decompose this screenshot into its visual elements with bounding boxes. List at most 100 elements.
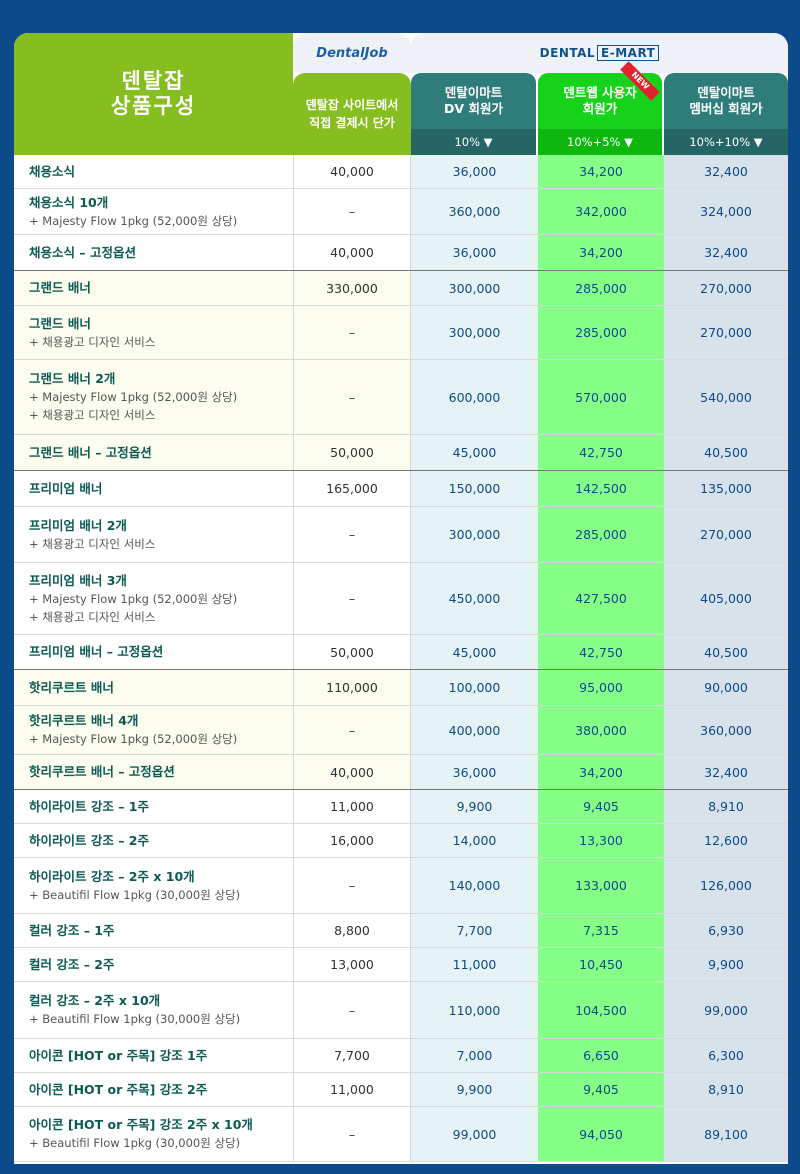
dentaljob-logo: DentalJob (293, 33, 411, 73)
dentaljob-price: – (293, 858, 411, 913)
membership-price: 40,500 (664, 435, 788, 470)
product-cell: 채용소식 10개 + Majesty Flow 1pkg (52,000원 상당) (14, 189, 293, 234)
membership-price: 405,000 (664, 563, 788, 634)
product-name: 채용소식 – 고정옵션 (29, 244, 136, 260)
table-row: 프리미엄 배너 3개 + Majesty Flow 1pkg (52,000원 상… (14, 563, 788, 635)
table-row: 컬러 강조 – 2주 13,000 11,000 10,450 9,900 (14, 948, 788, 982)
product-cell: 핫리쿠르트 배너 – 고정옵션 (14, 755, 293, 789)
dentaljob-price: – (293, 306, 411, 359)
product-name: 컬러 강조 – 2주 (29, 956, 115, 972)
table-row: 그랜드 배너 – 고정옵션 50,000 45,000 42,750 40,500 (14, 435, 788, 471)
title-line-1: 덴탈잡 (121, 69, 186, 93)
product-bonus: + 채용광고 디자인 서비스 (29, 334, 156, 349)
dv-member-price: 45,000 (411, 635, 538, 669)
dv-member-price: 99,000 (411, 1107, 538, 1161)
dv-member-price: 36,000 (411, 155, 538, 188)
dv-member-price: 7,000 (411, 1039, 538, 1072)
table-row: 그랜드 배너 330,000 300,000 285,000 270,000 (14, 271, 788, 306)
dv-member-price: 360,000 (411, 189, 538, 234)
table-row: 프리미엄 배너 2개 + 채용광고 디자인 서비스 –300,000 285,000 2… (14, 507, 788, 563)
dentaljob-header-line1: 덴탈잡 사이트에서 (305, 98, 399, 112)
dentweb-member-price: 34,200 (538, 155, 664, 188)
membership-price: 32,400 (664, 755, 788, 789)
product-name: 아이콘 [HOT or 주목] 강조 2주 (29, 1081, 208, 1097)
membership-price: 270,000 (664, 271, 788, 305)
dentaljob-price: 40,000 (293, 235, 411, 270)
dv-member-price: 11,000 (411, 948, 538, 981)
dentweb-member-price: 42,750 (538, 635, 664, 669)
product-name: 그랜드 배너 2개 (29, 371, 116, 386)
dv-member-price: 45,000 (411, 435, 538, 470)
product-name: 컬러 강조 – 2주 x 10개 (29, 993, 161, 1008)
dental-emart-logo: DENTAL E-MART (411, 33, 788, 73)
dentweb-member-price: 9,405 (538, 790, 664, 823)
product-bonus: + Majesty Flow 1pkg (52,000원 상당) (29, 732, 238, 746)
membership-price: 8,910 (664, 790, 788, 823)
emart-logo-part2: E-MART (597, 45, 660, 61)
dentaljob-price: 330,000 (293, 271, 411, 305)
product-name: 아이콘 [HOT or 주목] 강조 2주 x 10개 (29, 1117, 253, 1132)
table-row: 하이라이트 강조 – 2주 16,000 14,000 13,300 12,600 (14, 824, 788, 858)
product-cell: 아이콘 [HOT or 주목] 강조 2주 (14, 1073, 293, 1106)
product-cell: 그랜드 배너 – 고정옵션 (14, 435, 293, 470)
membership-price: 540,000 (664, 360, 788, 434)
dentaljob-price: 13,000 (293, 948, 411, 981)
dentweb-member-price: 285,000 (538, 306, 664, 359)
product-cell: 채용소식 – 고정옵션 (14, 235, 293, 270)
emart-logo-part1: DENTAL (539, 46, 596, 60)
product-cell: 컬러 강조 – 1주 (14, 914, 293, 947)
dv-member-header: 덴탈이마트 DV 회원가 10% ▼ (411, 73, 536, 155)
product-cell: 컬러 강조 – 2주 (14, 948, 293, 981)
dentweb-header-line2: 회원가 (582, 101, 618, 116)
dentweb-member-price: 142,500 (538, 471, 664, 506)
product-cell: 하이라이트 강조 – 2주 (14, 824, 293, 857)
membership-price: 9,900 (664, 948, 788, 981)
membership-price: 8,910 (664, 1073, 788, 1106)
table-row: 아이콘 [HOT or 주목] 강조 1주 7,700 7,000 6,650 6,30… (14, 1039, 788, 1073)
table-title: 덴탈잡 상품구성 (14, 33, 293, 155)
product-name: 프리미엄 배너 2개 (29, 517, 127, 533)
table-row: 채용소식 – 고정옵션 40,000 36,000 34,200 32,400 (14, 235, 788, 271)
membership-price: 270,000 (664, 306, 788, 359)
dv-discount: 10% ▼ (411, 129, 536, 155)
table-row: 프리미엄 배너 – 고정옵션 50,000 45,000 42,750 40,500 (14, 635, 788, 670)
dv-member-price: 140,000 (411, 858, 538, 913)
dentaljob-price: 50,000 (293, 635, 411, 669)
dv-member-price: 400,000 (411, 706, 538, 754)
dentaljob-header-line2: 직접 결제시 단가 (309, 116, 395, 130)
dentweb-member-price: 427,500 (538, 563, 664, 634)
dentweb-member-price: 285,000 (538, 507, 664, 562)
dentaljob-price: 40,000 (293, 755, 411, 789)
price-table: 덴탈잡 상품구성 DentalJob 덴탈잡 사이트에서 직접 결제시 단가 D… (14, 33, 788, 1164)
product-name: 하이라이트 강조 – 1주 (29, 798, 150, 814)
product-cell: 아이콘 [HOT or 주목] 강조 1주 (14, 1039, 293, 1072)
membership-price: 12,600 (664, 824, 788, 857)
dentaljob-price: – (293, 982, 411, 1038)
product-cell: 하이라이트 강조 – 1주 (14, 790, 293, 823)
membership-price: 6,930 (664, 914, 788, 947)
membership-price: 32,400 (664, 235, 788, 270)
table-row: 채용소식 10개 + Majesty Flow 1pkg (52,000원 상당)… (14, 189, 788, 235)
product-cell: 하이라이트 강조 – 2주 x 10개 + Beautifil Flow 1pkg… (14, 858, 293, 913)
product-cell: 컬러 강조 – 2주 x 10개 + Beautifil Flow 1pkg (3… (14, 982, 293, 1038)
product-cell: 프리미엄 배너 2개 + 채용광고 디자인 서비스 (14, 507, 293, 562)
dentweb-member-price: 94,050 (538, 1107, 664, 1161)
membership-price: 6,300 (664, 1039, 788, 1072)
membership-header-line1: 덴탈이마트 (697, 85, 755, 100)
dentweb-member-price: 133,000 (538, 858, 664, 913)
dentweb-member-price: 104,500 (538, 982, 664, 1038)
product-cell: 그랜드 배너 2개 + Majesty Flow 1pkg (52,000원 상당… (14, 360, 293, 434)
dentweb-member-price: 34,200 (538, 755, 664, 789)
product-name: 프리미엄 배너 3개 (29, 572, 127, 588)
table-row: 컬러 강조 – 1주 8,800 7,700 7,315 6,930 (14, 914, 788, 948)
product-cell: 프리미엄 배너 – 고정옵션 (14, 635, 293, 669)
product-name: 핫리쿠르트 배너 (29, 679, 114, 695)
membership-price: 89,100 (664, 1107, 788, 1161)
product-name: 채용소식 10개 (29, 194, 109, 210)
dentaljob-price: 50,000 (293, 435, 411, 470)
dv-member-price: 300,000 (411, 271, 538, 305)
membership-price: 32,400 (664, 155, 788, 188)
dentaljob-price: – (293, 507, 411, 562)
dentweb-discount: 10%+5% ▼ (538, 129, 662, 155)
product-bonus: + Beautifil Flow 1pkg (30,000원 상당) (29, 887, 241, 902)
